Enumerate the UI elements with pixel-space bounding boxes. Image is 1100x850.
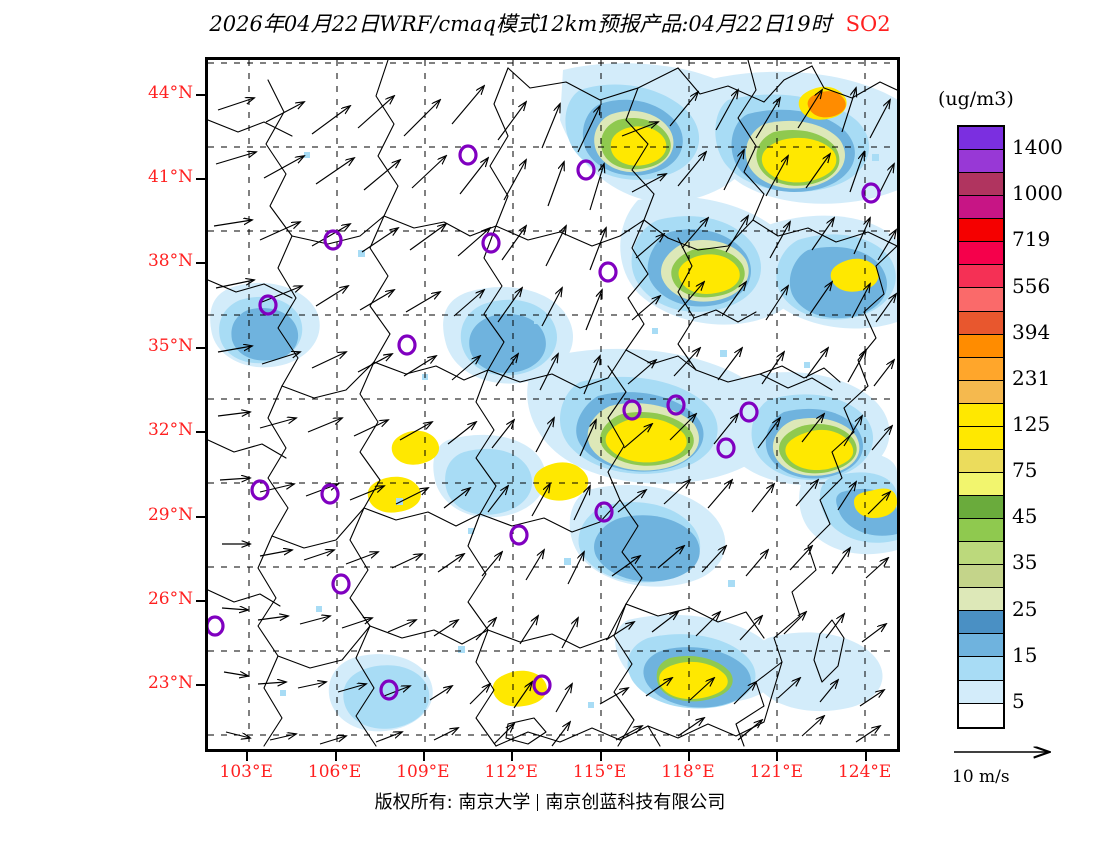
- latitude-tick: [196, 515, 205, 518]
- colorbar-band: [959, 219, 1003, 243]
- colorbar-band: [959, 265, 1003, 289]
- colorbar-band: [959, 334, 1003, 358]
- colorbar-band: [959, 127, 1003, 151]
- latitude-label: 44°N: [147, 82, 193, 103]
- longitude-label: 121°E: [749, 762, 803, 782]
- graticule: [208, 60, 897, 749]
- colorbar-band: [959, 242, 1003, 266]
- colorbar-tick-label: 25: [1012, 596, 1038, 621]
- longitude-tick: [687, 752, 690, 761]
- colorbar-band: [959, 311, 1003, 335]
- latitude-label: 35°N: [147, 335, 193, 356]
- footer-copyright-text: 版权所有: 南京大学: [374, 792, 531, 813]
- footer-separator: [537, 794, 539, 811]
- colorbar-tick-label: 719: [1012, 227, 1051, 252]
- longitude-tick: [776, 752, 779, 761]
- colorbar-tick-label: 394: [1012, 319, 1051, 344]
- longitude-label: 109°E: [396, 762, 450, 782]
- latitude-label: 23°N: [147, 673, 193, 694]
- colorbar-unit-label: (ug/m3): [938, 88, 1014, 110]
- latitude-label: 32°N: [147, 420, 193, 441]
- longitude-tick: [422, 752, 425, 761]
- latitude-label: 29°N: [147, 504, 193, 525]
- longitude-label: 115°E: [572, 762, 627, 782]
- colorbar-band: [959, 472, 1003, 496]
- wind-scale-arrow-icon: [954, 742, 1064, 762]
- latitude-tick: [196, 346, 205, 349]
- latitude-label: 41°N: [147, 166, 193, 187]
- colorbar-tick-label: 45: [1012, 504, 1038, 529]
- longitude-label: 118°E: [661, 762, 715, 782]
- latitude-tick: [196, 600, 205, 603]
- latitude-tick: [196, 177, 205, 180]
- colorbar-tick-label: 231: [1012, 365, 1051, 390]
- latitude-tick: [196, 262, 205, 265]
- longitude-label: 112°E: [484, 762, 538, 782]
- colorbar-band: [959, 196, 1003, 220]
- longitude-tick: [511, 752, 514, 761]
- forecast-map[interactable]: [205, 57, 900, 752]
- colorbar-band: [959, 173, 1003, 197]
- colorbar-band: [959, 565, 1003, 589]
- colorbar-band: [959, 588, 1003, 612]
- colorbar: [957, 125, 1005, 729]
- wind-vectors: [213, 86, 896, 747]
- province-boundaries: [208, 60, 897, 747]
- title-text: 2026年04月22日WRF/cmaq模式12km预报产品:04月22日19时: [209, 12, 832, 36]
- colorbar-band: [959, 150, 1003, 174]
- longitude-tick: [334, 752, 337, 761]
- city-markers[interactable]: [208, 144, 881, 701]
- longitude-label: 103°E: [219, 762, 273, 782]
- colorbar-tick-label: 556: [1012, 273, 1051, 298]
- colorbar-tick-label: 5: [1012, 688, 1025, 713]
- colorbar-tick-label: 1000: [1012, 181, 1063, 206]
- colorbar-band: [959, 496, 1003, 520]
- latitude-tick: [196, 93, 205, 96]
- colorbar-band: [959, 634, 1003, 658]
- footer-copyright: 版权所有: 南京大学 南京创蓝科技有限公司: [0, 788, 1100, 814]
- colorbar-tick-label: 15: [1012, 642, 1038, 667]
- footer-organization-text: 南京创蓝科技有限公司: [545, 792, 726, 813]
- colorbar-band: [959, 357, 1003, 381]
- colorbar-tick-label: 75: [1012, 458, 1038, 483]
- longitude-tick: [599, 752, 602, 761]
- latitude-label: 38°N: [147, 251, 193, 272]
- colorbar-tick-label: 125: [1012, 412, 1051, 436]
- latitude-tick: [196, 684, 205, 687]
- page-title: 2026年04月22日WRF/cmaq模式12km预报产品:04月22日19时 S…: [0, 8, 1100, 38]
- latitude-tick: [196, 431, 205, 434]
- colorbar-band: [959, 426, 1003, 450]
- longitude-label: 124°E: [837, 762, 892, 782]
- longitude-label: 106°E: [307, 762, 362, 782]
- longitude-tick: [246, 752, 249, 761]
- colorbar-band: [959, 657, 1003, 681]
- longitude-tick: [864, 752, 867, 761]
- title-species-label: SO2: [845, 12, 891, 36]
- colorbar-tick-label: 1400: [1012, 135, 1063, 160]
- latitude-label: 26°N: [147, 589, 193, 610]
- colorbar-band: [959, 519, 1003, 543]
- colorbar-band: [959, 449, 1003, 473]
- colorbar-band: [959, 288, 1003, 312]
- colorbar-band: [959, 703, 1003, 727]
- colorbar-tick-label: 35: [1012, 550, 1038, 575]
- colorbar-band: [959, 542, 1003, 566]
- colorbar-band: [959, 680, 1003, 704]
- colorbar-band: [959, 403, 1003, 427]
- wind-scale-legend: 10 m/s: [952, 742, 1082, 787]
- colorbar-band: [959, 611, 1003, 635]
- colorbar-band: [959, 380, 1003, 404]
- wind-scale-label: 10 m/s: [952, 767, 1010, 787]
